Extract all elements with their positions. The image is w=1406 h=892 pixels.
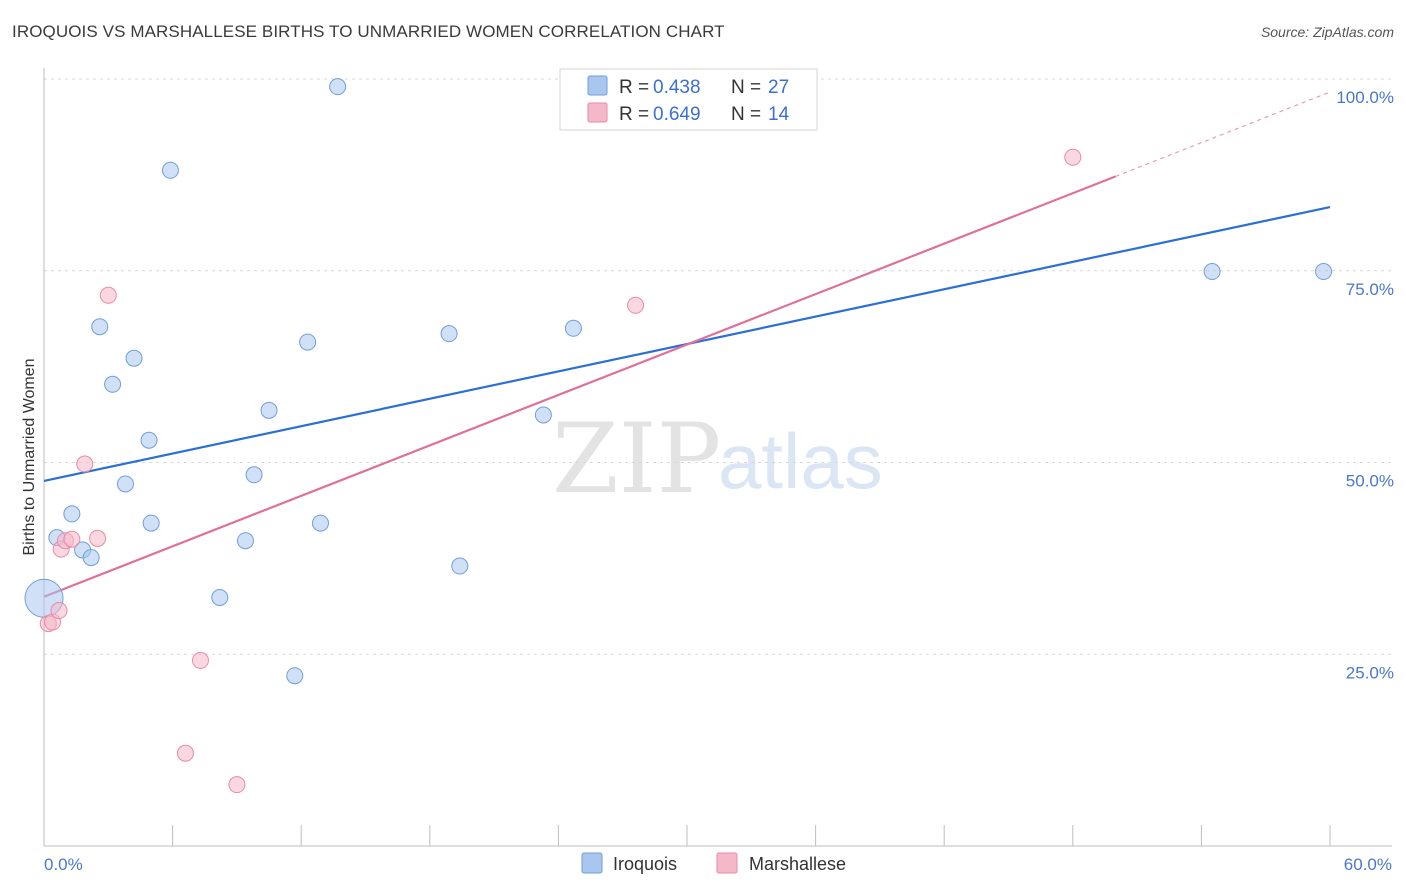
series-legend: Iroquois Marshallese [581,852,846,874]
point-iroquois-8 [125,349,143,367]
x-tick-label-max: 60.0% [1344,855,1392,874]
y-tick-label-25: 25.0% [1346,663,1394,682]
legend-r-label-1: R = [619,77,649,98]
point-iroquois-6 [104,375,122,393]
point-iroquois-5 [91,318,109,336]
y-tick-label-50: 50.0% [1346,472,1394,491]
point-marshallese-7 [89,529,107,547]
point-iroquois-16 [286,667,304,685]
point-iroquois-21 [451,557,469,575]
y-tick-label-100: 100.0% [1336,88,1394,107]
legend-swatch-marshallese [587,102,608,123]
point-iroquois-14 [245,466,263,484]
point-marshallese-6 [76,455,94,473]
point-iroquois-17 [299,333,317,351]
point-iroquois-9 [140,431,158,449]
point-iroquois-18 [311,514,329,532]
stats-legend: R = 0.438 N = 27 R = 0.649 N = 14 [559,68,818,131]
legend-n-label-2: N = [731,104,761,125]
legend-swatch-iroquois [587,75,608,96]
point-iroquois-2 [63,505,81,523]
data-points [24,76,1333,794]
point-iroquois-10 [142,514,160,532]
point-iroquois-22 [534,406,552,424]
legend-r-label-2: R = [619,104,649,125]
y-axis-title: Births to Unmarried Women [21,358,38,555]
point-iroquois-7 [116,475,134,493]
trend-lines [43,91,1331,598]
source-label: Source: ZipAtlas.com [1260,24,1394,40]
point-iroquois-19 [329,78,347,96]
point-iroquois-4 [82,549,100,567]
point-iroquois-13 [236,532,254,550]
x-tick-label-min: 0.0% [44,855,83,874]
point-marshallese-11 [228,776,246,794]
point-marshallese-13 [1064,148,1082,166]
y-tick-label-75: 75.0% [1346,280,1394,299]
gridlines [44,78,1392,655]
x-axis-ticks [43,825,1331,846]
point-marshallese-9 [176,744,194,762]
point-iroquois-23 [564,319,582,337]
point-marshallese-12 [627,296,645,314]
point-marshallese-10 [191,651,209,669]
legend-r-value-2: 0.649 [653,104,701,125]
y-axis-tick-labels: 25.0% 50.0% 75.0% 100.0% [1336,88,1394,682]
watermark-atlas: atlas [718,417,883,505]
legend-n-value-2: 14 [768,104,790,125]
point-iroquois-15 [260,401,278,419]
point-iroquois-20 [440,325,458,343]
point-marshallese-2 [50,602,68,620]
legend-n-value-1: 27 [768,77,789,98]
trend-line-extension-marshallese [1115,91,1331,177]
point-iroquois-12 [211,588,229,606]
series-legend-swatch-marshallese [716,852,738,874]
point-iroquois-25 [1203,263,1221,281]
point-marshallese-5 [63,530,81,548]
series-legend-label-iroquois: Iroquois [613,854,677,874]
point-marshallese-8 [99,286,117,304]
chart-title: IROQUOIS VS MARSHALLESE BIRTHS TO UNMARR… [12,22,725,41]
series-legend-label-marshallese: Marshallese [749,854,846,874]
trend-line-marshallese [43,175,1117,598]
series-legend-swatch-iroquois [581,852,603,874]
watermark-zip: ZIP [552,403,721,515]
legend-n-label-1: N = [731,77,761,98]
point-iroquois-26 [1315,263,1333,281]
legend-r-value-1: 0.438 [653,77,701,98]
point-iroquois-11 [161,161,179,179]
